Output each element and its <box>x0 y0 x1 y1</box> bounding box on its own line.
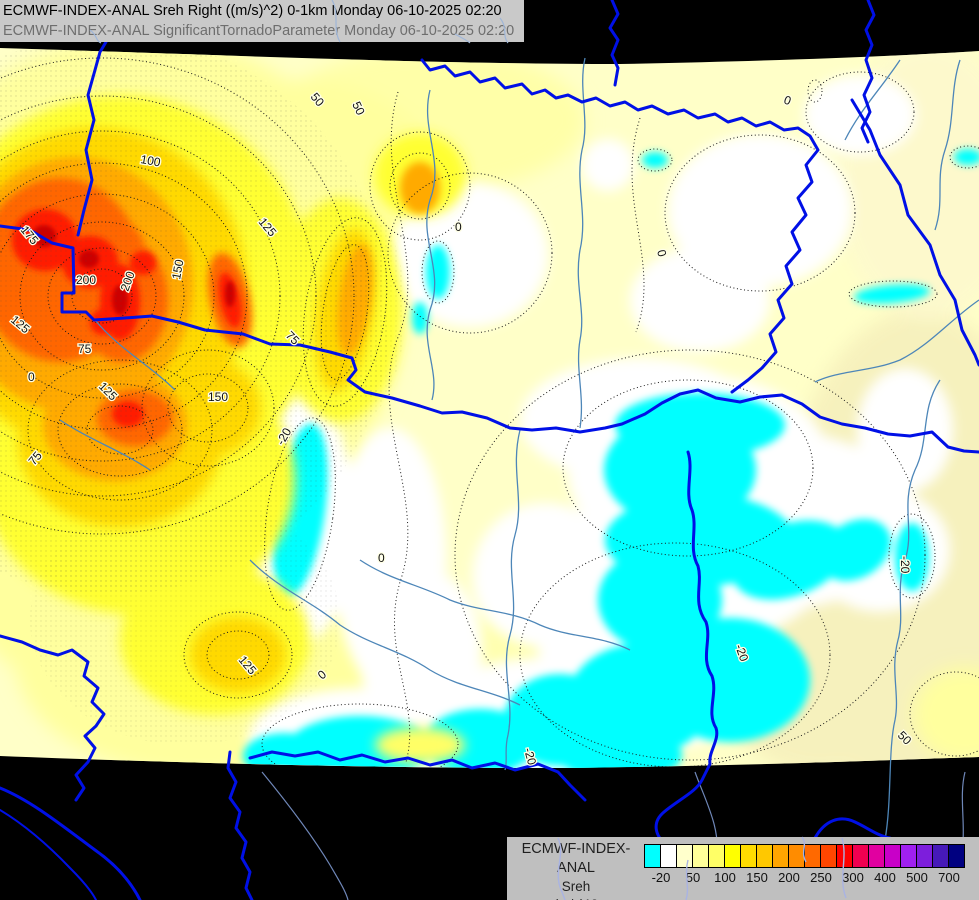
title-line-primary: ECMWF-INDEX-ANAL Sreh Right ((m/s)^2) 0-… <box>3 3 502 19</box>
legend-text-block: ECMWF-INDEX-ANAL Sreh (m/s)^2 <box>511 840 641 900</box>
legend-swatch <box>757 844 773 868</box>
contour-label: -20 <box>521 746 539 767</box>
legend-tick-label: -20 <box>651 870 671 885</box>
contour-label: 100 <box>139 152 161 169</box>
legend-tick-label: 200 <box>778 870 800 885</box>
legend-tick-label: 250 <box>810 870 832 885</box>
contour-label: 0 <box>455 220 462 234</box>
legend-swatch <box>885 844 901 868</box>
contour-label: 150 <box>208 390 228 404</box>
legend-swatch <box>773 844 789 868</box>
legend-swatch <box>693 844 709 868</box>
legend-color-bar <box>644 844 965 868</box>
legend-swatch <box>901 844 917 868</box>
legend-swatch <box>917 844 933 868</box>
legend-swatch <box>837 844 853 868</box>
legend-model-name: ECMWF-INDEX-ANAL <box>521 841 631 876</box>
contour-label: 75 <box>78 342 92 356</box>
legend-tick-label: 100 <box>714 870 736 885</box>
legend-swatch <box>853 844 869 868</box>
filled-contour-field <box>0 48 979 768</box>
legend-tick-label: 500 <box>906 870 928 885</box>
legend-swatch <box>933 844 949 868</box>
legend-swatch <box>869 844 885 868</box>
legend-tick-label: 150 <box>746 870 768 885</box>
legend-units: (m/s)^2 <box>511 896 641 900</box>
contour-label: 200 <box>76 273 96 287</box>
legend-swatch <box>709 844 725 868</box>
legend-swatch <box>644 844 661 868</box>
legend-parameter-name: Sreh <box>561 879 591 894</box>
legend-swatch <box>725 844 741 868</box>
legend-swatch <box>821 844 837 868</box>
legend-tick-label: 50 <box>685 870 701 885</box>
legend-swatch <box>741 844 757 868</box>
contour-label: -20 <box>898 556 912 574</box>
legend-swatch <box>661 844 677 868</box>
contour-label: 0 <box>378 551 385 565</box>
legend-tick-label: 400 <box>874 870 896 885</box>
contour-label: 0 <box>28 370 35 384</box>
rivers <box>59 57 979 841</box>
title-bar: ECMWF-INDEX-ANAL Sreh Right ((m/s)^2) 0-… <box>0 0 524 42</box>
contour-lines <box>0 57 979 768</box>
legend-tick-label: 700 <box>938 870 960 885</box>
legend-swatch <box>677 844 693 868</box>
legend-tick-label: 300 <box>842 870 864 885</box>
title-line-secondary: ECMWF-INDEX-ANAL SignificantTornadoParam… <box>3 23 515 39</box>
legend-swatch <box>805 844 821 868</box>
legend-swatch <box>789 844 805 868</box>
color-scale-legend: ECMWF-INDEX-ANAL Sreh (m/s)^2 -20 50 100 15… <box>507 837 979 900</box>
legend-swatch <box>949 844 965 868</box>
contour-label: 150 <box>169 258 186 280</box>
